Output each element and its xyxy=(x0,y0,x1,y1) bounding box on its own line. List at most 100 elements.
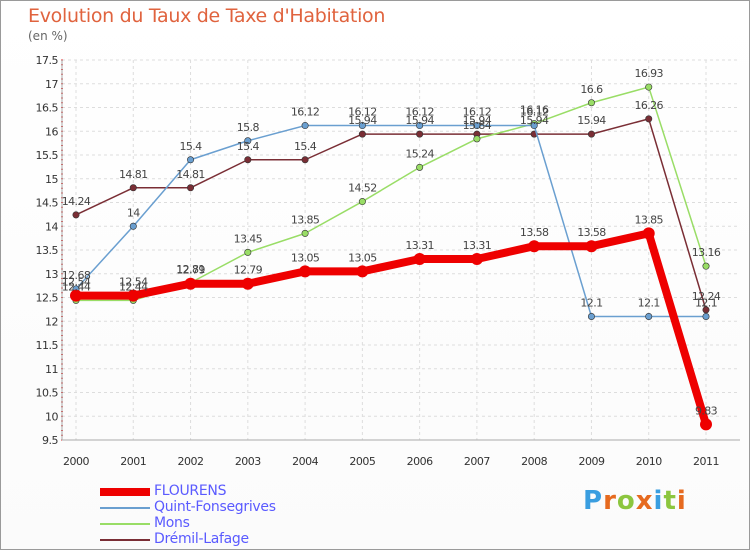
data-point xyxy=(187,156,195,164)
legend-swatch xyxy=(100,539,150,541)
data-point xyxy=(358,198,366,206)
logo-letter: i xyxy=(653,486,664,516)
logo-letter: P xyxy=(583,486,604,516)
data-label: 16.12 xyxy=(291,106,320,119)
data-point xyxy=(358,130,366,138)
data-label: 13.58 xyxy=(577,226,606,239)
data-label: 16.26 xyxy=(634,99,663,112)
data-point xyxy=(241,277,254,290)
data-point xyxy=(700,418,712,431)
y-tick-label: 16 xyxy=(45,125,58,138)
data-label: 15.4 xyxy=(237,140,260,153)
logo-letter: o xyxy=(616,486,636,516)
data-label: 14.81 xyxy=(176,168,205,181)
data-label: 13.85 xyxy=(291,213,320,226)
data-point xyxy=(187,184,195,192)
data-point xyxy=(358,122,366,130)
data-point xyxy=(587,99,595,107)
data-label: 15.94 xyxy=(463,114,492,127)
data-label: 12.54 xyxy=(119,276,148,289)
data-label: 15.4 xyxy=(294,140,317,153)
data-point xyxy=(72,211,80,219)
data-point xyxy=(642,227,655,240)
data-label: 12.1 xyxy=(580,297,602,310)
data-point xyxy=(416,122,424,130)
data-point xyxy=(184,277,197,290)
x-tick-label: 2004 xyxy=(292,455,318,468)
data-label: 16.16 xyxy=(520,104,549,117)
series-line xyxy=(75,118,707,311)
y-tick-label: 14.5 xyxy=(36,197,59,210)
data-label: 15.4 xyxy=(179,140,202,153)
legend-item-flourens: FLOURENS xyxy=(100,483,400,500)
y-tick-label: 11.5 xyxy=(36,339,59,352)
y-tick-label: 16.5 xyxy=(36,102,59,115)
y-tick-label: 15 xyxy=(45,173,58,186)
data-label: 12.1 xyxy=(638,297,660,310)
data-point xyxy=(413,253,426,266)
chart-title: Evolution du Taux de Taxe d'Habitation xyxy=(28,5,386,27)
y-tick-label: 17 xyxy=(45,78,58,91)
data-point xyxy=(702,262,710,270)
data-point xyxy=(356,265,369,278)
logo-letter: x xyxy=(635,486,654,516)
x-tick-label: 2003 xyxy=(235,455,261,468)
x-tick-label: 2000 xyxy=(63,455,89,468)
data-point xyxy=(416,163,424,171)
data-point xyxy=(416,130,424,138)
legend-label: FLOURENS xyxy=(154,483,227,499)
x-tick-label: 2006 xyxy=(407,455,433,468)
data-label: 15.8 xyxy=(237,121,260,134)
logo-letter: t xyxy=(663,486,677,516)
y-tick-label: 13 xyxy=(45,268,58,281)
series-line xyxy=(75,124,706,318)
logo-letter: r xyxy=(603,486,617,516)
legend-swatch xyxy=(100,507,150,509)
y-tick-label: 11 xyxy=(45,363,58,376)
data-point xyxy=(129,222,137,230)
data-label: 16.12 xyxy=(463,106,492,119)
data-label: 13.05 xyxy=(348,251,377,264)
logo-letter: i xyxy=(676,486,687,516)
y-tick-label: 10 xyxy=(45,410,58,423)
legend-item-dremil-lafage: Drémil-Lafage xyxy=(100,531,400,548)
data-label: 13.16 xyxy=(692,246,721,259)
data-point xyxy=(70,289,82,302)
chart-subtitle: (en %) xyxy=(28,29,68,43)
data-point xyxy=(528,240,541,253)
data-label: 12.44 xyxy=(62,280,91,293)
data-point xyxy=(473,122,481,130)
y-tick-label: 12 xyxy=(45,315,58,328)
data-point xyxy=(301,156,309,164)
x-tick-label: 2010 xyxy=(636,455,662,468)
legend-label: Mons xyxy=(154,515,190,531)
data-label: 13.31 xyxy=(463,239,492,252)
data-point xyxy=(301,122,309,130)
legend-label: Drémil-Lafage xyxy=(154,531,249,547)
data-point xyxy=(244,156,252,164)
data-point xyxy=(129,184,137,192)
data-point xyxy=(470,253,483,266)
data-point xyxy=(244,137,252,145)
data-point xyxy=(645,115,653,123)
data-label: 15.94 xyxy=(520,114,549,127)
data-label: 12.68 xyxy=(62,269,91,282)
data-point xyxy=(301,229,309,237)
data-label: 14.52 xyxy=(348,182,377,195)
x-tick-label: 2005 xyxy=(349,455,375,468)
y-tick-label: 12.5 xyxy=(36,292,59,305)
data-label: 16.6 xyxy=(580,83,603,96)
data-label: 13.85 xyxy=(634,213,663,226)
data-point xyxy=(587,130,595,138)
data-label: 14 xyxy=(127,206,140,219)
data-label: 15.24 xyxy=(405,147,434,160)
data-label: 16.93 xyxy=(634,67,663,80)
legend-label: Quint-Fonsegrives xyxy=(154,499,276,515)
data-label: 14.24 xyxy=(62,195,91,208)
y-tick-label: 15.5 xyxy=(36,149,59,162)
series-line xyxy=(76,229,710,426)
data-label: 15.94 xyxy=(405,114,434,127)
data-label: 15.94 xyxy=(577,114,606,127)
x-tick-label: 2008 xyxy=(521,455,547,468)
data-label: 13.05 xyxy=(291,251,320,264)
